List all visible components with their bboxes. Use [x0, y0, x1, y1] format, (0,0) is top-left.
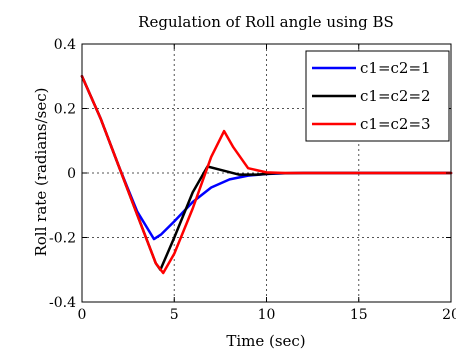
x-tick-label: 0 — [78, 307, 87, 323]
plot-frame — [81, 43, 452, 303]
y-tick-label: -0.2 — [49, 231, 76, 247]
y-tick-label: 0.2 — [54, 102, 76, 118]
y-axis-label: Roll rate (radians/sec) — [32, 87, 50, 256]
legend-label: c1=c2=3 — [360, 115, 431, 133]
x-tick-label: 10 — [258, 307, 276, 323]
x-tick-label: 15 — [350, 307, 368, 323]
chart-title: Regulation of Roll angle using BS — [138, 13, 394, 31]
x-tick-label: 20 — [442, 307, 456, 323]
y-tick-label: -0.4 — [49, 295, 76, 311]
legend: c1=c2=1 c1=c2=2 c1=c2=3 — [305, 50, 450, 142]
x-tick-label: 5 — [170, 307, 179, 323]
legend-label: c1=c2=1 — [360, 59, 431, 77]
axis-ticks: 0 5 10 15 20 0.4 0.2 0 -0.2 -0.4 — [49, 37, 456, 323]
grid-lines — [82, 44, 451, 302]
y-tick-label: 0.4 — [54, 37, 76, 53]
legend-label: c1=c2=2 — [360, 87, 431, 105]
series-line-3 — [80, 75, 453, 275]
x-axis-label: Time (sec) — [226, 332, 305, 350]
y-tick-label: 0 — [67, 166, 76, 182]
plot-series — [80, 75, 453, 275]
